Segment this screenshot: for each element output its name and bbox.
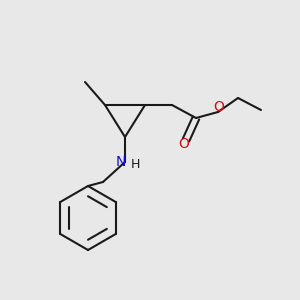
Text: O: O xyxy=(214,100,224,114)
Text: N: N xyxy=(116,155,126,169)
Text: O: O xyxy=(178,137,189,151)
Text: H: H xyxy=(130,158,140,170)
